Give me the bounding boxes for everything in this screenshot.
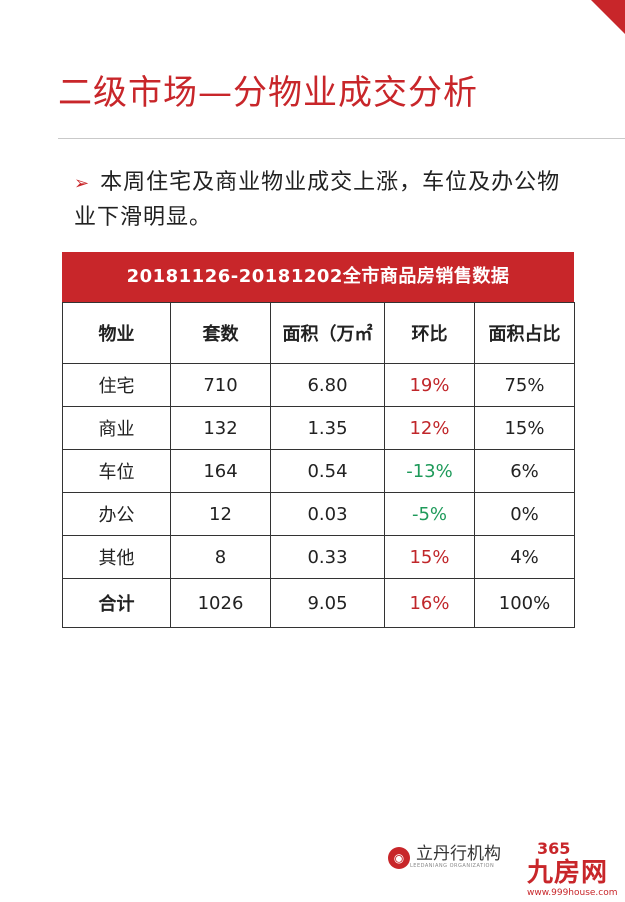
area-cell: 0.03: [270, 492, 385, 536]
page-title: 二级市场—分物业成交分析: [58, 73, 478, 113]
logo-text-block: 立丹行机构 LEEDANIANG ORGANIZATION: [410, 845, 501, 870]
units-cell: 164: [170, 449, 271, 493]
total-share-cell: 100%: [474, 578, 575, 628]
share-cell: 15%: [474, 406, 575, 450]
corner-ribbon: [591, 0, 625, 34]
total-units-cell: 1026: [170, 578, 271, 628]
share-cell: 4%: [474, 535, 575, 579]
property-type-cell: 其他: [62, 535, 171, 579]
watermark-url: www.999house.com: [527, 888, 618, 898]
property-type-cell: 商业: [62, 406, 171, 450]
table-total-row: 合计 1026 9.05 16% 100%: [62, 578, 575, 628]
site-watermark: 365 九房网 www.999house.com: [527, 840, 621, 899]
table-row: 住宅 710 6.80 19% 75%: [62, 363, 575, 407]
header-cell: 面积占比: [474, 302, 575, 364]
total-label-cell: 合计: [62, 578, 171, 628]
area-cell: 1.35: [270, 406, 385, 450]
property-type-cell: 车位: [62, 449, 171, 493]
total-area-cell: 9.05: [270, 578, 385, 628]
units-cell: 12: [170, 492, 271, 536]
units-cell: 132: [170, 406, 271, 450]
arrow-bullet-icon: ➢: [74, 173, 91, 194]
table-row: 其他 8 0.33 15% 4%: [62, 535, 575, 579]
change-cell: -13%: [384, 449, 475, 493]
change-cell: 19%: [384, 363, 475, 407]
header-cell: 物业: [62, 302, 171, 364]
share-cell: 75%: [474, 363, 575, 407]
sales-table-grid: 物业 套数 面积（万㎡ 环比 面积占比 住宅 710 6.80 19% 75% …: [62, 302, 575, 628]
property-type-cell: 办公: [62, 492, 171, 536]
change-cell: -5%: [384, 492, 475, 536]
table-row: 商业 132 1.35 12% 15%: [62, 406, 575, 450]
area-cell: 6.80: [270, 363, 385, 407]
header-cell: 面积（万㎡: [270, 302, 385, 364]
header-cell: 环比: [384, 302, 475, 364]
logo-subtitle: LEEDANIANG ORGANIZATION: [410, 863, 495, 869]
summary-bullet: ➢ 本周住宅及商业物业成交上涨，车位及办公物业下滑明显。: [74, 166, 574, 235]
sales-table: 20181126-20181202全市商品房销售数据 物业 套数 面积（万㎡ 环…: [62, 252, 575, 628]
share-cell: 0%: [474, 492, 575, 536]
table-row: 办公 12 0.03 -5% 0%: [62, 492, 575, 536]
units-cell: 710: [170, 363, 271, 407]
share-cell: 6%: [474, 449, 575, 493]
table-header-row: 物业 套数 面积（万㎡ 环比 面积占比: [62, 302, 575, 364]
change-cell: 15%: [384, 535, 475, 579]
property-type-cell: 住宅: [62, 363, 171, 407]
area-cell: 0.33: [270, 535, 385, 579]
company-logo: ◉ 立丹行机构 LEEDANIANG ORGANIZATION: [388, 845, 501, 870]
watermark-365: 365: [537, 839, 571, 858]
seal-icon: ◉: [388, 846, 410, 869]
total-change-cell: 16%: [384, 578, 475, 628]
change-cell: 12%: [384, 406, 475, 450]
table-row: 车位 164 0.54 -13% 6%: [62, 449, 575, 493]
logo-name: 立丹行机构: [416, 844, 501, 864]
header-cell: 套数: [170, 302, 271, 364]
units-cell: 8: [170, 535, 271, 579]
title-divider: [58, 138, 625, 139]
area-cell: 0.54: [270, 449, 385, 493]
table-title: 20181126-20181202全市商品房销售数据: [62, 252, 574, 302]
watermark-brand: 九房网: [527, 858, 609, 888]
summary-text: 本周住宅及商业物业成交上涨，车位及办公物业下滑明显。: [74, 170, 561, 230]
